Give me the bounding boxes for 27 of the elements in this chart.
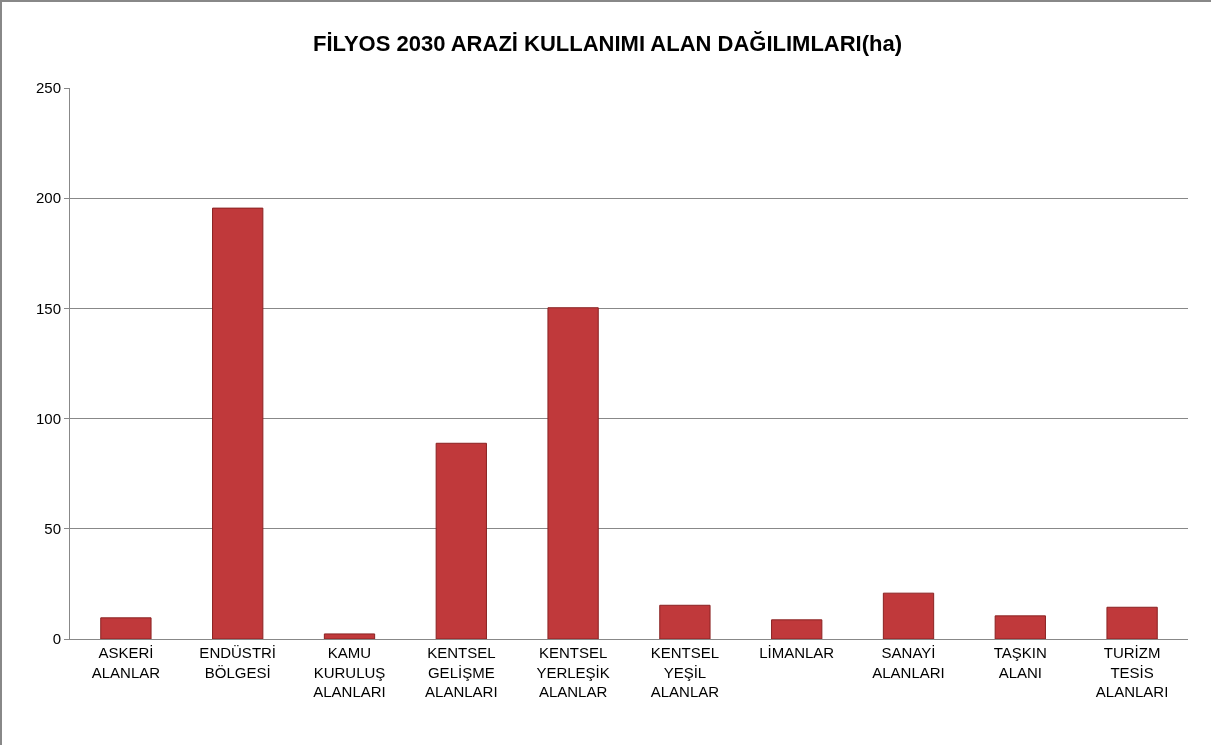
y-tick-label: 150 <box>35 299 61 317</box>
bar <box>323 633 376 639</box>
y-tick-label: 100 <box>35 409 61 427</box>
x-tick-label: TURİZM TESİS ALANLARI <box>1095 644 1169 700</box>
chart-title: FİLYOS 2030 ARAZİ KULLANIMI ALAN DAĞILIMLARI(ha) <box>312 30 903 56</box>
y-tick-label: 200 <box>35 189 61 207</box>
bar <box>994 615 1046 639</box>
bar <box>1106 606 1158 639</box>
bar <box>100 617 152 639</box>
y-tick-label: 0 <box>52 630 61 648</box>
bar <box>882 592 935 639</box>
bar <box>659 604 711 639</box>
y-tick-label: 250 <box>35 79 61 97</box>
x-tick-label: KAMU KURULUŞ ALANLARI <box>313 644 386 700</box>
x-tick-label: ASKERİ ALANLAR <box>91 644 161 681</box>
x-tick-label: KENTSEL GELİŞME ALANLARI <box>425 644 498 700</box>
x-tick-label: TAŞKIN ALANI <box>993 644 1047 681</box>
bar <box>771 619 823 639</box>
bar <box>547 307 599 639</box>
bar <box>435 442 487 639</box>
x-tick-label: KENTSEL YERLEŞİK ALANLAR <box>536 644 610 700</box>
x-tick-label: KENTSEL YEŞİL ALANLAR <box>650 644 720 700</box>
x-tick-label: SANAYİ ALANLARI <box>872 644 945 681</box>
y-tick-label: 50 <box>44 520 61 538</box>
x-tick-label: ENDÜSTRİ BÖLGESİ <box>199 644 277 681</box>
x-tick-label: LİMANLAR <box>759 644 835 661</box>
bar <box>212 207 264 639</box>
